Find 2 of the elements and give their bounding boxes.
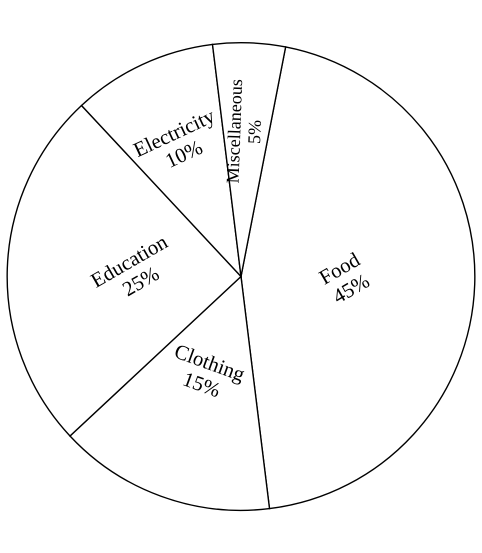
slice-label: Miscellaneous [226,80,242,184]
data-label: 5% [248,120,262,144]
